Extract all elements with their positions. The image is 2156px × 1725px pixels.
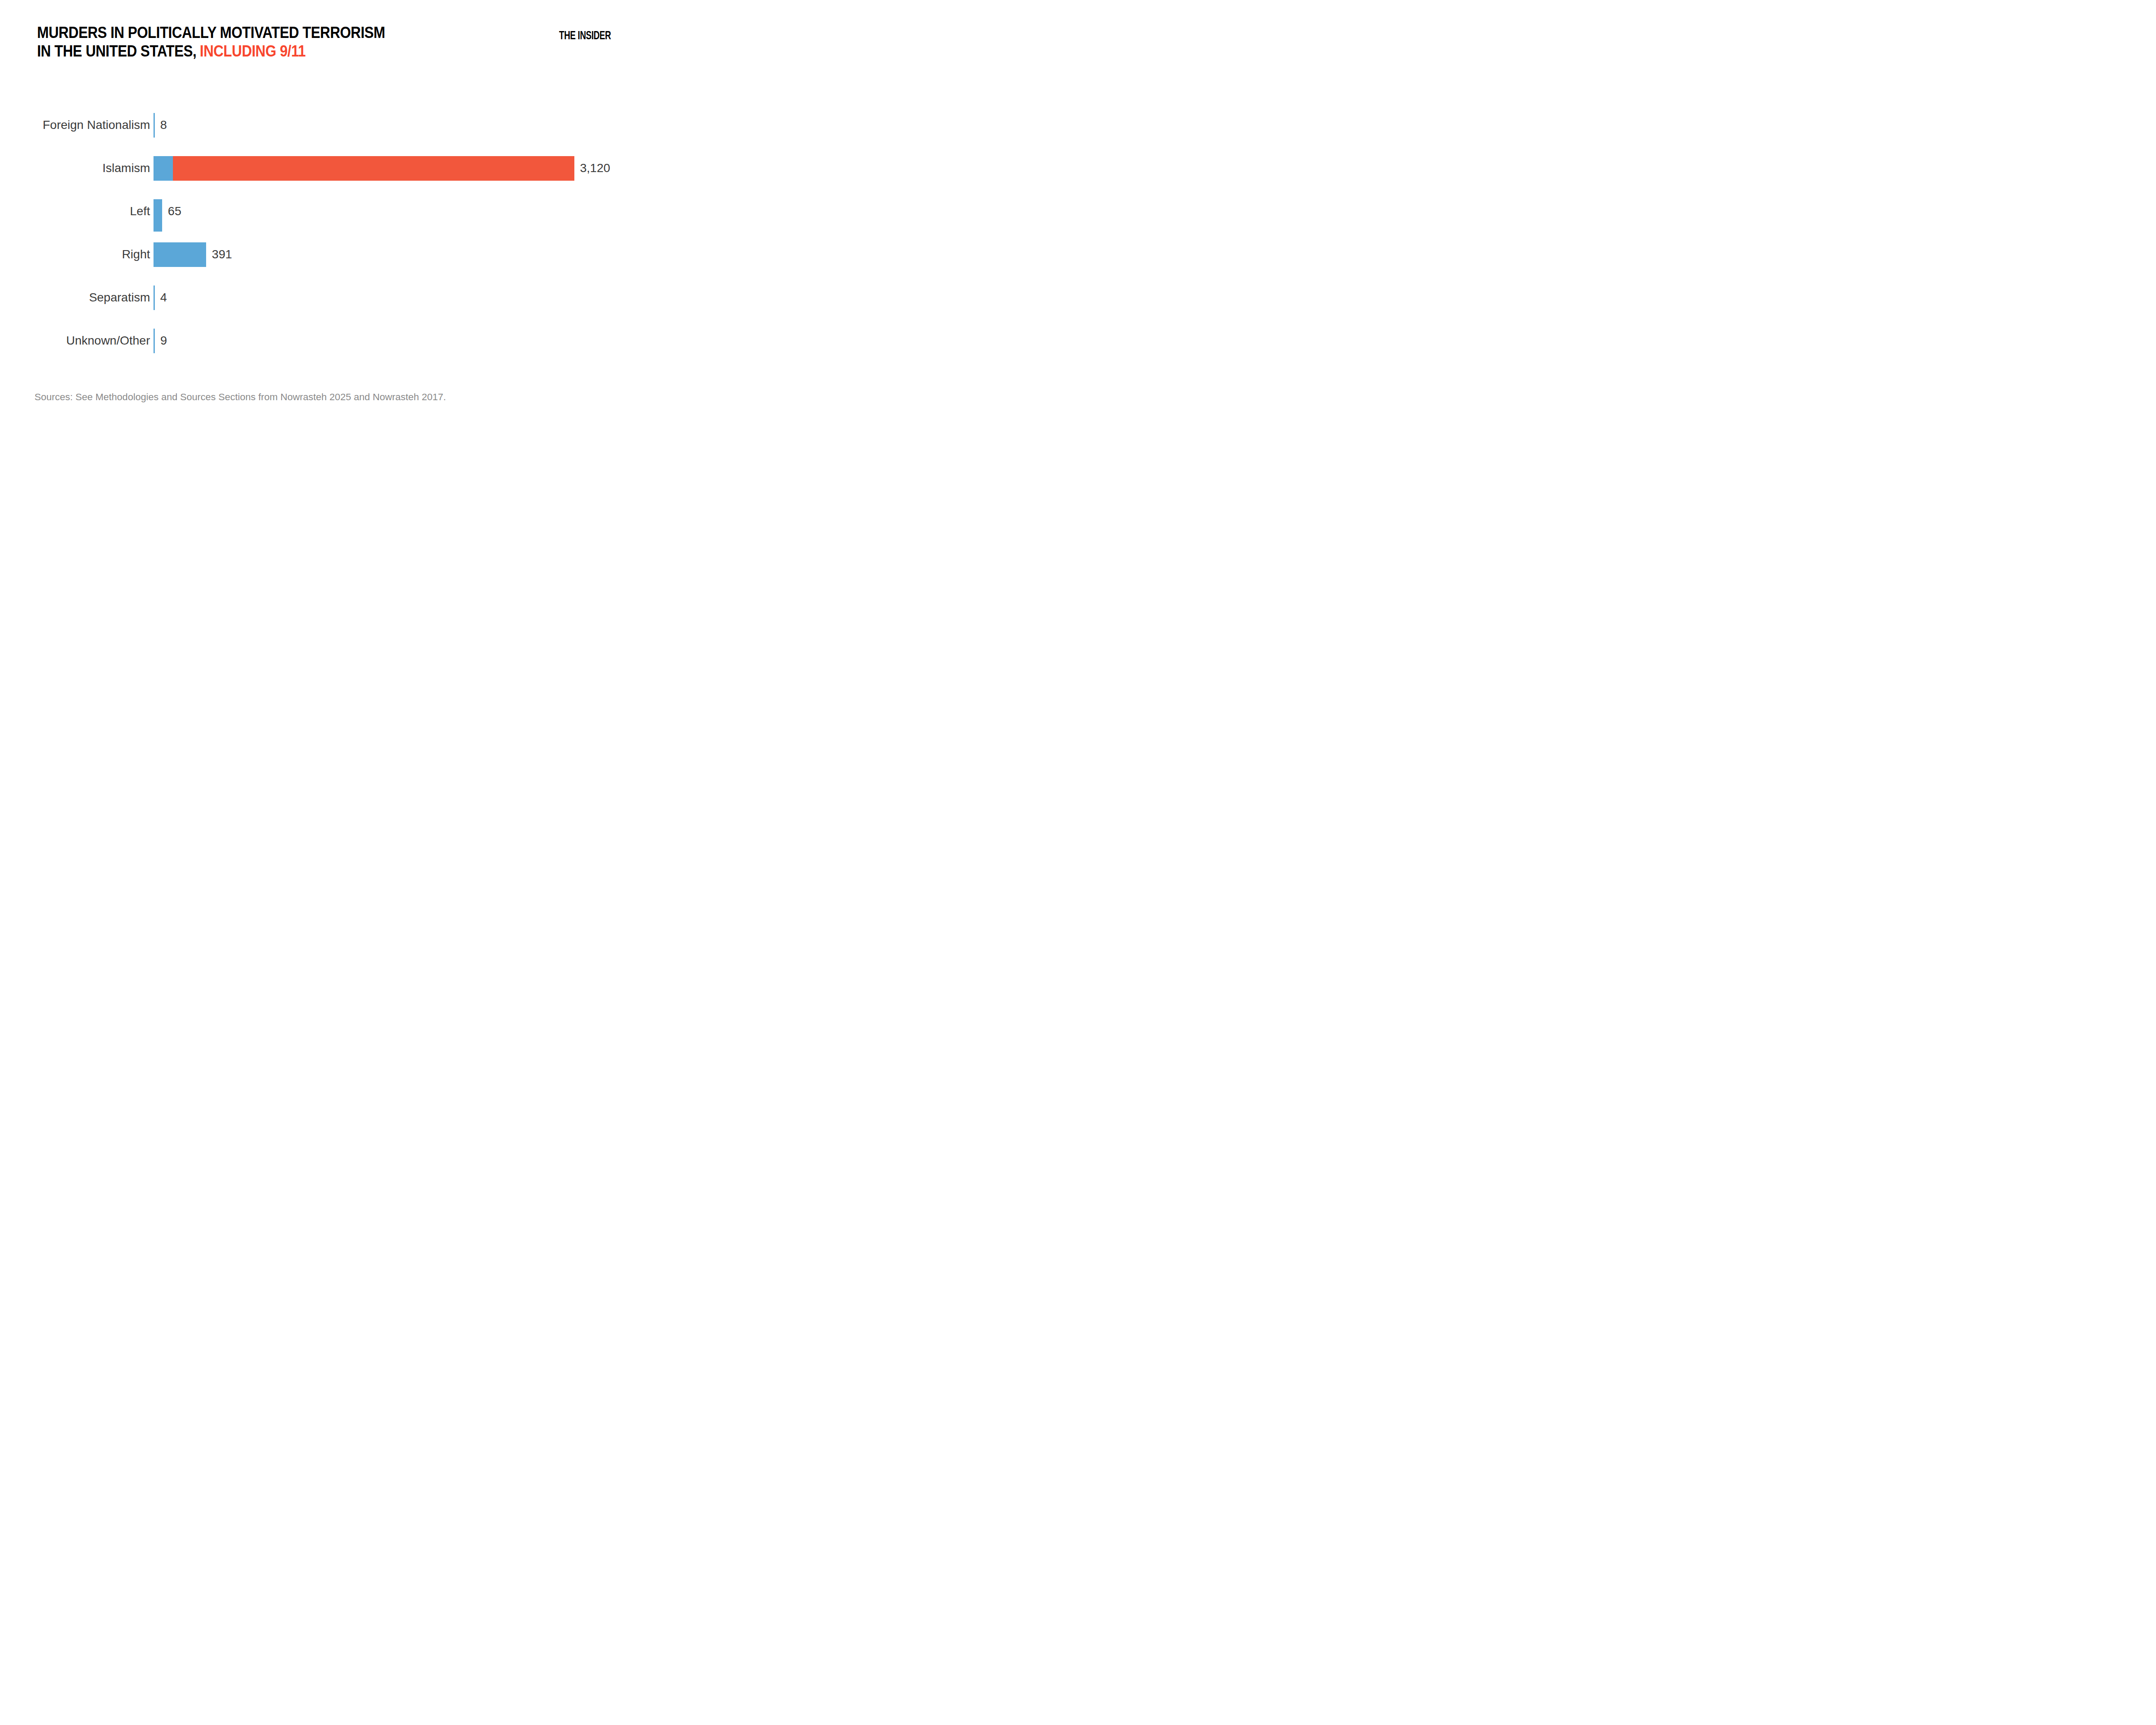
bar-track: 65 bbox=[154, 190, 647, 233]
chart-row: Foreign Nationalism 8 bbox=[0, 104, 647, 147]
chart-row: Right 391 bbox=[0, 233, 647, 276]
bar-track: 9 bbox=[154, 319, 647, 362]
chart-row: Left 65 bbox=[0, 190, 647, 233]
chart-title: MURDERS IN POLITICALLY MOTIVATED TERRORI… bbox=[37, 23, 385, 60]
category-label: Separatism bbox=[37, 276, 150, 319]
bar-segment-red bbox=[173, 156, 574, 181]
bar-foreign-nationalism bbox=[154, 113, 155, 138]
bar-track: 4 bbox=[154, 276, 647, 319]
bar-segment-blue bbox=[154, 329, 155, 353]
value-label: 4 bbox=[160, 291, 167, 304]
category-label: Right bbox=[37, 233, 150, 276]
bar-segment-blue bbox=[154, 242, 206, 267]
bar-segment-blue bbox=[154, 113, 155, 138]
category-label: Foreign Nationalism bbox=[37, 104, 150, 147]
title-line2-black: IN THE UNITED STATES, bbox=[37, 42, 196, 60]
bar-unknown-other bbox=[154, 329, 155, 353]
value-label: 65 bbox=[168, 204, 181, 218]
value-label: 9 bbox=[160, 334, 167, 348]
category-label: Left bbox=[37, 190, 150, 233]
value-label: 8 bbox=[160, 118, 167, 132]
chart-row: Separatism 4 bbox=[0, 276, 647, 319]
bar-segment-blue bbox=[154, 156, 173, 181]
bar-chart: Foreign Nationalism 8 Islamism 3,120 Left 65 R… bbox=[0, 104, 647, 362]
bar-islamism bbox=[154, 156, 574, 181]
bar-segment-blue bbox=[154, 285, 155, 310]
category-label: Unknown/Other bbox=[37, 319, 150, 362]
brand-logo: THE INSIDER bbox=[559, 28, 611, 42]
bar-left bbox=[154, 199, 162, 232]
value-label: 391 bbox=[212, 248, 232, 261]
bar-right bbox=[154, 242, 206, 267]
bar-track: 3,120 bbox=[154, 147, 647, 190]
bar-separatism bbox=[154, 285, 155, 310]
title-line1: MURDERS IN POLITICALLY MOTIVATED TERRORI… bbox=[37, 24, 385, 41]
chart-row: Islamism 3,120 bbox=[0, 147, 647, 190]
bar-segment-blue bbox=[154, 199, 162, 232]
value-label: 3,120 bbox=[580, 161, 610, 175]
title-line2-red: INCLUDING 9/11 bbox=[200, 42, 305, 60]
bar-track: 391 bbox=[154, 233, 647, 276]
source-note: Sources: See Methodologies and Sources S… bbox=[34, 392, 446, 403]
category-label: Islamism bbox=[37, 147, 150, 190]
chart-row: Unknown/Other 9 bbox=[0, 319, 647, 362]
chart-page: MURDERS IN POLITICALLY MOTIVATED TERRORI… bbox=[0, 0, 647, 431]
bar-track: 8 bbox=[154, 104, 647, 147]
